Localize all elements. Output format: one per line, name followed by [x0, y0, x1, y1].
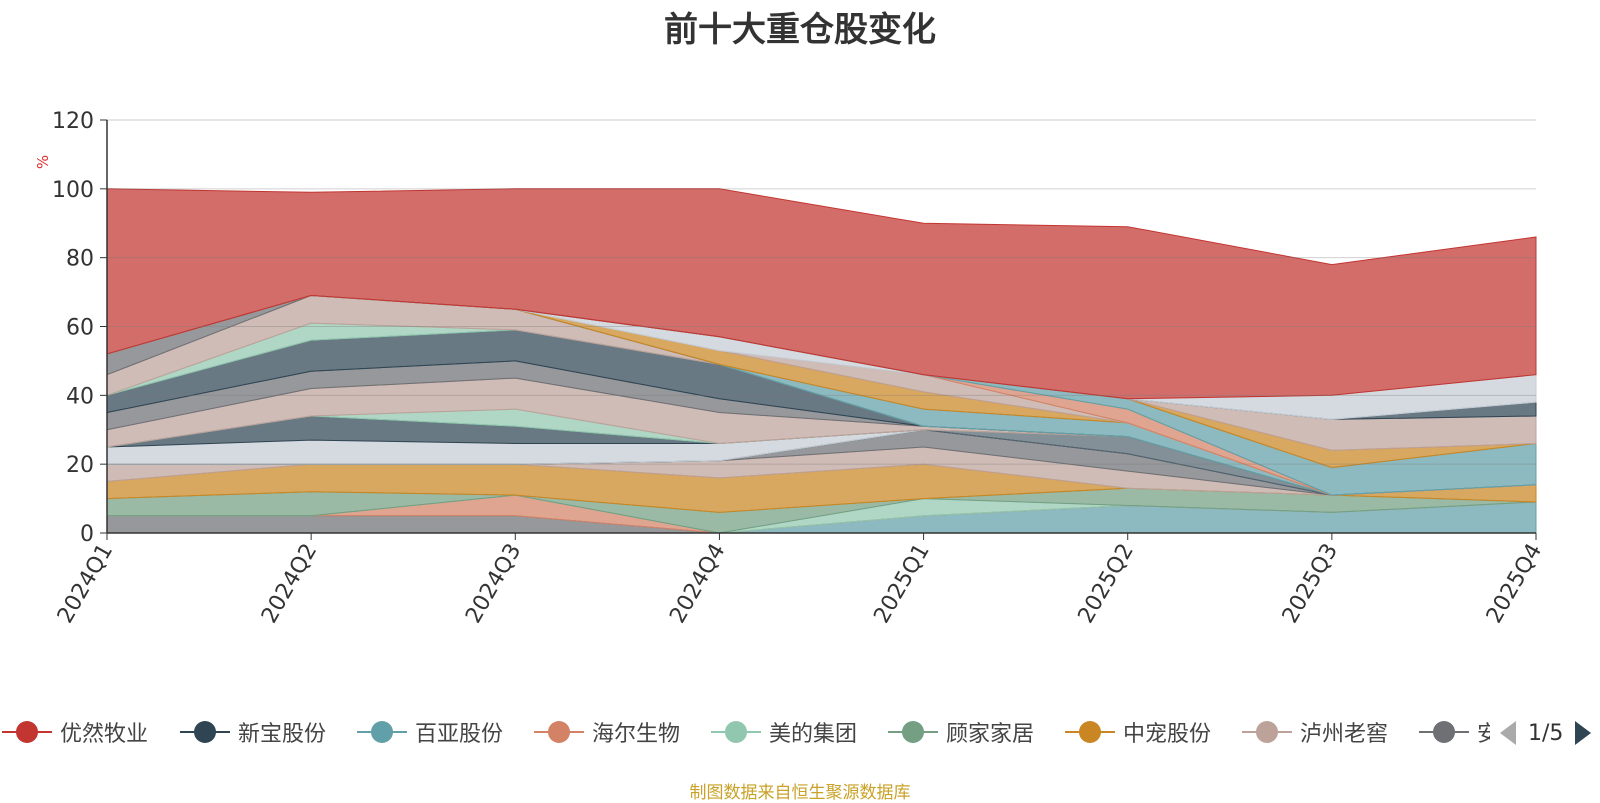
pager-prev-icon[interactable]	[1498, 719, 1518, 747]
y-tick-label: 100	[52, 178, 94, 203]
chart-area: 0 20 40 60 80 100 120 2024Q1 2024Q2 2024Q3 2024Q4…	[34, 109, 1547, 628]
area-series-group	[106, 188, 1537, 534]
legend-label: 顾家家居	[946, 722, 1035, 747]
legend-marker-icon	[711, 721, 761, 743]
legend-item[interactable]: 安	[1419, 712, 1490, 752]
legend-label: 中宠股份	[1123, 722, 1212, 747]
y-axis-ticks: 0 20 40 60 80 100 120	[52, 109, 107, 547]
legend-item[interactable]: 美的集团	[711, 712, 857, 752]
legend-label: 安	[1477, 722, 1490, 747]
legend: 优然牧业 新宝股份 百亚股份 海尔生物 美的集团 顾家家居 中宠股份 泸州老窖 安	[0, 712, 1490, 752]
x-tick-label: 2025Q2	[1074, 540, 1139, 628]
legend-label: 美的集团	[769, 722, 858, 747]
x-tick-label: 2024Q3	[461, 540, 526, 628]
legend-item[interactable]: 顾家家居	[888, 712, 1034, 752]
legend-item[interactable]: 优然牧业	[2, 712, 148, 752]
legend-label: 海尔生物	[592, 722, 681, 747]
grid-lines	[107, 119, 1536, 465]
y-tick-label: 60	[66, 316, 94, 341]
y-tick-label: 20	[66, 453, 94, 478]
legend-marker-icon	[2, 721, 52, 743]
x-tick-label: 2024Q1	[53, 540, 118, 628]
legend-item[interactable]: 新宝股份	[180, 712, 326, 752]
x-tick-label: 2024Q2	[257, 540, 322, 628]
legend-label: 新宝股份	[238, 722, 327, 747]
legend-item[interactable]: 中宠股份	[1065, 712, 1211, 752]
legend-label: 百亚股份	[415, 722, 504, 747]
x-tick-label: 2025Q1	[869, 540, 934, 628]
chart-title: 前十大重仓股变化	[664, 10, 936, 50]
legend-item[interactable]: 泸州老窖	[1242, 712, 1388, 752]
legend-pager: 1/5	[1498, 716, 1593, 750]
pager-page-indicator: 1/5	[1528, 720, 1564, 746]
y-tick-label: 80	[66, 247, 94, 272]
area-series-29[interactable]	[106, 188, 1537, 400]
y-axis-unit-label: %	[34, 155, 52, 169]
legend-marker-icon	[1242, 721, 1292, 743]
x-tick-label: 2025Q4	[1482, 540, 1547, 628]
legend-marker-icon	[534, 721, 584, 743]
legend-marker-icon	[357, 721, 407, 743]
legend-marker-icon	[180, 721, 230, 743]
x-tick-label: 2025Q3	[1278, 540, 1343, 628]
legend-marker-icon	[1065, 721, 1115, 743]
data-source-note: 制图数据来自恒生聚源数据库	[689, 783, 911, 803]
legend-marker-icon	[888, 721, 938, 743]
legend-item[interactable]: 海尔生物	[534, 712, 680, 752]
y-tick-label: 40	[66, 384, 94, 409]
y-tick-label: 0	[80, 522, 94, 547]
legend-label: 泸州老窖	[1300, 722, 1389, 747]
legend-label: 优然牧业	[60, 722, 149, 747]
legend-item[interactable]: 百亚股份	[357, 712, 503, 752]
x-axis-ticks: 2024Q1 2024Q2 2024Q3 2024Q4 2025Q1 2025Q2 2025…	[53, 533, 1547, 628]
y-tick-label: 120	[52, 109, 94, 134]
pager-next-icon[interactable]	[1573, 719, 1593, 747]
legend-marker-icon	[1419, 721, 1469, 743]
x-tick-label: 2024Q4	[665, 540, 730, 628]
